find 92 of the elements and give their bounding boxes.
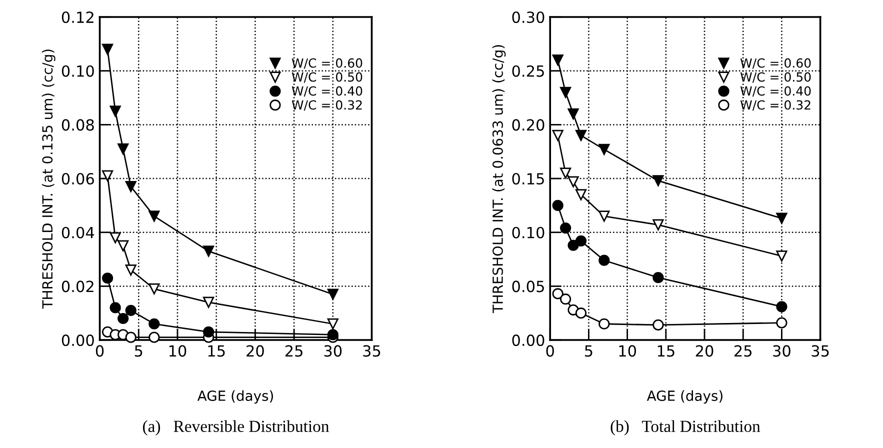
point [102,44,114,55]
legend-label: W/C = 0.40 [292,86,362,97]
legend-label: W/C = 0.60 [292,58,362,69]
point [110,232,121,244]
x-tick-label: 30 [324,345,342,357]
x-axis-title: AGE (days) [646,390,722,404]
y-tick-label: 0.06 [62,172,94,185]
x-axis-title: AGE (days) [197,390,273,404]
point [598,254,610,266]
x-tick-label: 25 [285,345,302,357]
point [118,240,129,252]
y-tick-label: 0.20 [512,119,544,131]
point [652,219,664,230]
point [110,106,121,117]
point [552,130,564,142]
x-tick-label: 20 [246,345,264,357]
point [560,294,572,305]
x-tick-label: 30 [773,345,790,357]
y-tick-label: 0.10 [62,65,94,77]
point [598,144,610,156]
x-tick-label: 35 [363,345,380,357]
y-tick-label: 0.25 [512,65,544,77]
legend-label: W/C = 0.60 [740,58,811,69]
point [776,250,788,262]
x-tick-label: 15 [208,345,225,357]
y-tick-label: 0.08 [62,119,94,131]
point [575,308,587,319]
point [575,189,587,200]
text: (b) Total Distribution [610,420,760,436]
point [203,246,214,257]
point [552,200,564,211]
y-axis-title: THRESHOLD INT. (at 0.135 um) (cc/g) [42,50,56,309]
x-tick-label: 10 [619,345,636,357]
y-tick-label: 0.00 [512,334,544,346]
point [568,108,579,120]
legend-label: W/C = 0.50 [292,72,362,83]
point [560,168,572,179]
y-tick-label: 0.04 [62,226,94,238]
y-axis-title: THRESHOLD INT. (at 0.0633 um) (cc/g) [492,45,506,314]
text: (a) Reversible Distribution [142,420,330,436]
point [148,318,160,330]
point [203,326,214,338]
point [125,264,136,276]
x-tick-label: 15 [658,345,674,357]
point [776,317,788,328]
x-tick-label: 5 [585,345,592,357]
point [552,288,564,300]
point [125,181,136,192]
legend-label: W/C = 0.50 [740,72,811,83]
point [652,175,664,186]
x-tick-label: 20 [696,345,714,357]
point [125,332,136,343]
point [568,176,579,188]
y-tick-label: 0.10 [512,226,544,238]
point [776,301,788,312]
x-tick-label: 10 [169,345,186,357]
x-tick-label: 25 [734,345,752,357]
y-tick-label: 0.12 [62,11,94,24]
point [102,272,114,284]
point [598,210,610,222]
point [327,288,338,300]
point [598,318,610,330]
y-tick-label: 0.30 [512,11,544,24]
legend-label: W/C = 0.40 [740,86,811,97]
point [575,130,587,142]
point [148,210,160,222]
point [552,54,564,66]
x-tick-label: 0 [546,345,554,357]
point [327,318,338,330]
legend-label: W/C = 0.32 [292,100,362,111]
x-tick-label: 0 [96,345,104,357]
point [118,143,129,154]
point [148,332,160,343]
point [118,312,129,324]
y-tick-label: 0.00 [62,334,94,346]
x-tick-label: 35 [812,345,829,357]
y-tick-label: 0.15 [512,172,544,185]
point [776,212,788,224]
legend-label: W/C = 0.32 [740,100,810,111]
point [125,304,136,316]
point [652,319,664,331]
point [575,235,587,247]
point [148,283,160,294]
x-tick-label: 5 [134,345,142,357]
y-tick-label: 0.05 [512,280,544,292]
point [560,86,572,98]
point [203,296,214,308]
point [652,272,664,284]
point [110,302,121,314]
y-tick-label: 0.02 [62,280,94,292]
point [560,222,572,234]
point [102,170,114,182]
